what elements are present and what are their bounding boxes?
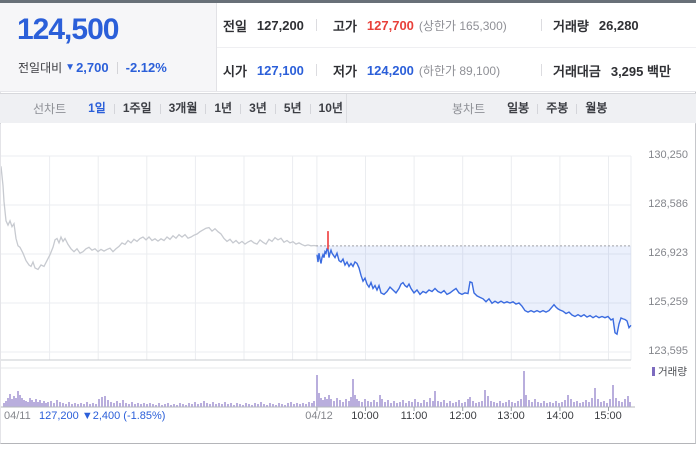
upper-limit-value: (상한가 165,300): [418, 18, 507, 33]
high-label: 고가: [333, 18, 357, 34]
amount-label: 거래대금: [553, 63, 601, 79]
divider: [205, 103, 207, 114]
top-border: [0, 0, 696, 3]
summary-row-2: 시가 127,100 저가 124,200 (하한가 89,100) 거래대금 …: [217, 48, 696, 92]
y-axis-tick: 126,923: [648, 247, 688, 259]
volume-field: 거래량 26,280: [553, 3, 639, 47]
line-chart-tabs: 선차트 1일 1주일 3개월 1년 3년 5년 10년: [33, 94, 351, 123]
divider: [316, 64, 317, 76]
tab-5year[interactable]: 5년: [276, 94, 310, 123]
prev-close-value: 127,200: [256, 17, 304, 33]
amount-value: 3,295 백만: [610, 63, 671, 79]
change-value: 2,700: [76, 60, 109, 75]
tab-1week[interactable]: 1주일: [115, 94, 160, 123]
tab-1year[interactable]: 1년: [206, 94, 240, 123]
down-arrow-icon: ▼: [65, 62, 76, 73]
change-percent: -2.12%: [125, 60, 167, 75]
divider: [309, 103, 311, 114]
volume-value: 26,280: [598, 17, 639, 33]
x-axis-tick: 11:00: [400, 410, 428, 422]
divider: [316, 19, 317, 31]
prev-day-summary: 127,200 ▼2,400 (-1.85%): [39, 410, 166, 422]
divider: [576, 103, 578, 114]
high-value: 127,700: [366, 17, 414, 33]
divider: [274, 103, 276, 114]
y-axis-tick: 128,586: [648, 198, 688, 210]
price-header: 124,500 전일대비 ▼ 2,700 -2.12% 전일 127,200 고…: [0, 3, 696, 92]
candle-chart-tabs: 봉차트 일봉 주봉 월봉: [452, 94, 615, 123]
divider: [113, 103, 115, 114]
volume-legend-label: 거래량: [658, 366, 687, 378]
divider: [541, 64, 542, 76]
summary-row-1: 전일 127,200 고가 127,700 (상한가 165,300) 거래량 …: [217, 3, 696, 48]
tab-weekly-candle[interactable]: 주봉: [538, 94, 576, 123]
lower-limit-value: (하한가 89,100): [418, 63, 501, 78]
volume-legend: 거래량: [652, 364, 687, 379]
current-price: 124,500: [17, 13, 119, 46]
divider: [541, 19, 542, 31]
y-axis-tick: 123,595: [648, 345, 688, 357]
high-field: 고가 127,700 (상한가 165,300): [333, 3, 507, 47]
chart-toolbar: 선차트 1일 1주일 3개월 1년 3년 5년 10년 봉차트 일봉 주봉 월봉: [0, 93, 696, 124]
low-label: 저가: [333, 63, 357, 79]
toolbar-divider: [346, 94, 347, 123]
candle-group-label: 봉차트: [452, 102, 486, 116]
tab-1day[interactable]: 1일: [80, 94, 114, 123]
volume-label: 거래량: [553, 18, 589, 34]
price-change-row: 전일대비 ▼ 2,700 -2.12%: [18, 59, 167, 76]
x-axis-tick: 10:00: [351, 410, 379, 422]
tab-monthly-candle[interactable]: 월봉: [577, 94, 615, 123]
amount-field: 거래대금 3,295 백만: [553, 48, 671, 92]
tab-3year[interactable]: 3년: [241, 94, 275, 123]
x-axis-tick: 12:00: [449, 410, 477, 422]
divider: [537, 103, 539, 114]
prev-close-field: 전일 127,200: [223, 3, 304, 47]
low-field: 저가 124,200 (하한가 89,100): [333, 48, 500, 92]
low-value: 124,200: [366, 62, 414, 78]
chart-region: 130,250 128,586 126,923 125,259 123,595 …: [1, 123, 695, 443]
open-label: 시가: [223, 63, 247, 79]
tab-daily-candle[interactable]: 일봉: [499, 94, 537, 123]
tab-3month[interactable]: 3개월: [161, 94, 206, 123]
x-axis-tick: 14:00: [546, 410, 574, 422]
x-axis-day1-label: 04/11: [4, 410, 31, 422]
divider: [159, 103, 161, 114]
divider: [116, 61, 118, 74]
divider: [240, 103, 242, 114]
open-field: 시가 127,100: [223, 48, 304, 92]
x-axis-tick: 13:00: [497, 410, 525, 422]
volume-bar-icon: [652, 367, 655, 376]
y-axis-tick: 130,250: [648, 149, 688, 161]
open-value: 127,100: [256, 62, 304, 78]
summary-panel: 전일 127,200 고가 127,700 (상한가 165,300) 거래량 …: [217, 3, 696, 91]
line-group-label: 선차트: [33, 102, 67, 116]
x-axis-day2-label: 04/12: [305, 410, 333, 422]
y-axis-tick: 125,259: [648, 296, 688, 308]
x-axis-tick: 15:00: [594, 410, 622, 422]
current-price-panel: 124,500 전일대비 ▼ 2,700 -2.12%: [0, 3, 217, 91]
chart-canvas[interactable]: [1, 123, 695, 443]
tab-10year[interactable]: 10년: [311, 94, 351, 123]
prev-close-label: 전일: [223, 18, 247, 34]
change-label: 전일대비: [18, 61, 63, 75]
